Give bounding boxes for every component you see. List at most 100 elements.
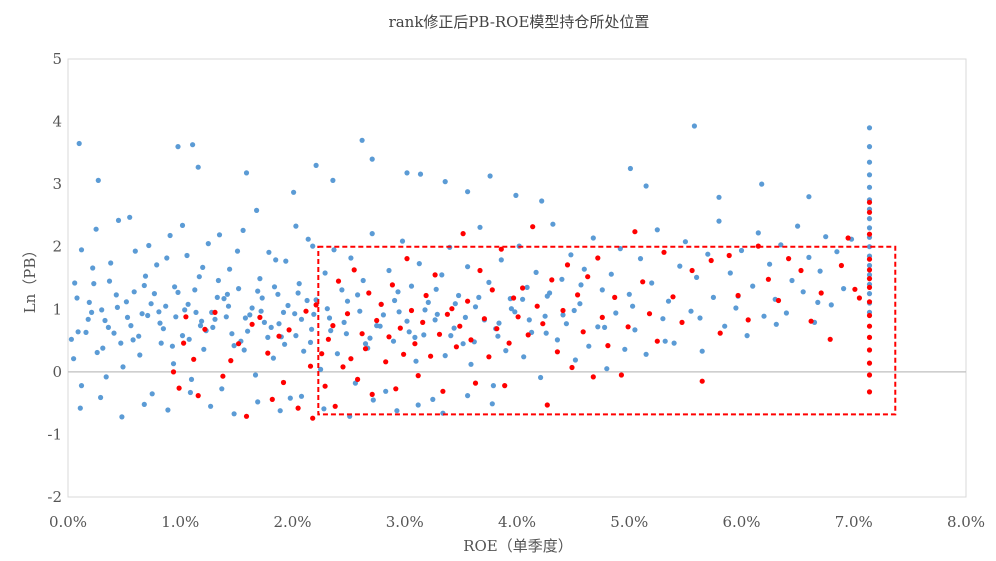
universe-point — [142, 273, 149, 279]
universe-point — [187, 389, 193, 396]
universe-point — [252, 372, 259, 378]
holding-point — [866, 312, 873, 319]
universe-point — [783, 310, 790, 316]
universe-point — [406, 329, 412, 335]
universe-point — [362, 341, 369, 347]
universe-point — [89, 309, 95, 315]
universe-point — [817, 268, 823, 274]
holding-point — [335, 278, 342, 284]
universe-point — [828, 302, 834, 308]
universe-point — [866, 262, 873, 269]
universe-point — [193, 309, 199, 315]
universe-point — [671, 340, 677, 346]
universe-point — [392, 297, 398, 304]
holding-point — [510, 295, 517, 301]
universe-point — [214, 294, 220, 300]
universe-point — [694, 274, 700, 280]
holding-point — [307, 363, 314, 369]
universe-point — [395, 289, 401, 295]
universe-point — [738, 247, 745, 254]
universe-point — [563, 321, 570, 327]
universe-point — [225, 303, 232, 309]
universe-point — [665, 298, 672, 304]
universe-point — [486, 279, 492, 285]
universe-point — [866, 291, 873, 297]
y-tick-label: 2 — [52, 238, 62, 256]
universe-point — [255, 288, 261, 294]
holding-point — [845, 235, 851, 241]
holding-point — [432, 272, 438, 278]
holding-point — [444, 311, 450, 317]
holding-point — [212, 309, 218, 315]
holding-point — [325, 336, 331, 342]
universe-point — [380, 312, 386, 318]
universe-point — [408, 283, 415, 289]
holding-point — [735, 292, 741, 299]
universe-point — [344, 298, 351, 304]
x-tick-label: 5.0% — [610, 513, 648, 531]
universe-point — [90, 265, 96, 271]
holding-point — [632, 229, 638, 235]
universe-point — [105, 324, 111, 330]
universe-point — [710, 294, 717, 300]
universe-point — [369, 156, 375, 162]
holding-point — [303, 308, 309, 314]
holding-point — [866, 360, 873, 366]
universe-point — [795, 223, 801, 229]
universe-point — [175, 144, 181, 150]
universe-point — [559, 276, 565, 282]
universe-point — [170, 361, 177, 367]
holding-point — [330, 323, 336, 329]
universe-point — [716, 218, 722, 224]
universe-point — [468, 361, 474, 367]
holding-point — [866, 256, 873, 262]
universe-point — [416, 261, 422, 267]
holding-point — [359, 331, 365, 337]
holding-point — [269, 396, 275, 402]
universe-point — [242, 315, 248, 321]
universe-point — [163, 303, 169, 309]
universe-point — [448, 333, 454, 339]
holding-point — [618, 372, 625, 378]
universe-point — [295, 290, 301, 296]
universe-point — [334, 351, 340, 357]
universe-point — [309, 326, 315, 332]
universe-point — [417, 171, 424, 177]
universe-point — [157, 320, 163, 326]
universe-point — [275, 291, 281, 297]
universe-point — [212, 316, 218, 322]
holding-point — [530, 224, 536, 230]
universe-point — [321, 406, 327, 412]
universe-point — [643, 183, 649, 189]
universe-point — [210, 324, 216, 330]
x-tick-label: 1.0% — [161, 513, 199, 531]
universe-point — [866, 225, 873, 231]
holding-point — [404, 256, 410, 262]
universe-point — [456, 292, 462, 299]
holding-point — [366, 290, 372, 296]
universe-point — [139, 311, 145, 317]
universe-point — [331, 247, 337, 253]
universe-point — [662, 338, 668, 344]
universe-point — [205, 241, 211, 247]
universe-point — [151, 291, 157, 297]
universe-point — [296, 281, 302, 287]
universe-point — [599, 287, 605, 293]
universe-point — [298, 316, 305, 322]
universe-point — [136, 333, 142, 339]
universe-point — [733, 305, 739, 311]
holding-point — [866, 209, 873, 215]
universe-point — [148, 301, 154, 307]
universe-point — [227, 266, 233, 272]
universe-point — [404, 318, 410, 324]
universe-point — [595, 324, 601, 330]
holding-point — [378, 301, 384, 307]
universe-point — [508, 306, 514, 312]
universe-point — [131, 289, 137, 295]
universe-point — [413, 358, 419, 364]
universe-point — [265, 334, 271, 340]
universe-point — [322, 270, 328, 276]
holding-point — [332, 403, 338, 409]
universe-point — [520, 296, 526, 302]
